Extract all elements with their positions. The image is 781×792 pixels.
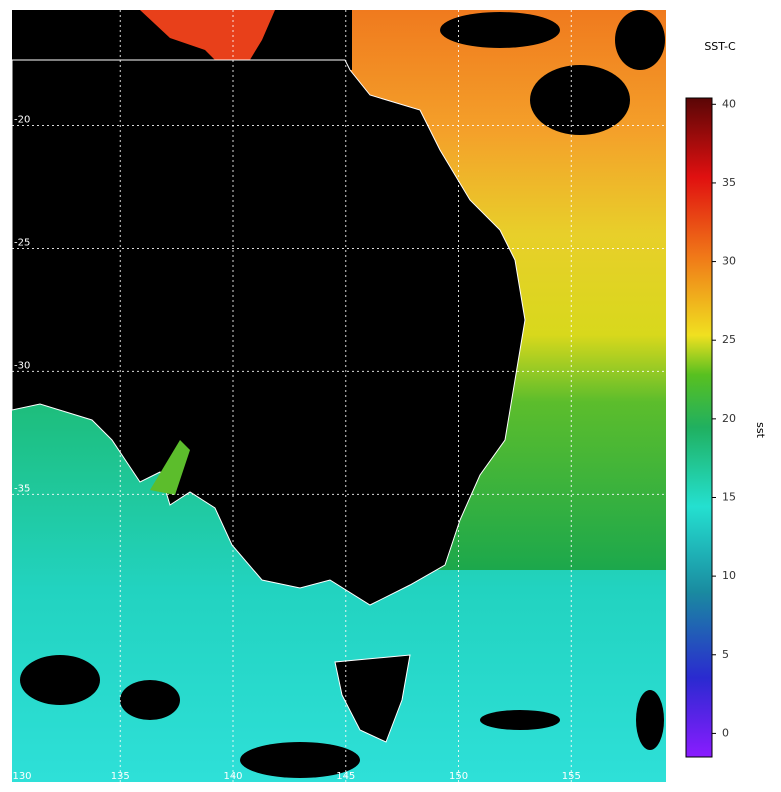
lon-label: 155 xyxy=(562,771,581,782)
lat-label: -35 xyxy=(14,483,30,494)
colorbar-label: sst xyxy=(754,422,767,438)
colorbar-tick-label: 5 xyxy=(722,648,729,661)
lon-label: 135 xyxy=(111,771,130,782)
colorbar-tick-label: 35 xyxy=(722,176,736,189)
colorbar-tick-label: 20 xyxy=(722,412,736,425)
lon-label: 150 xyxy=(449,771,468,782)
colorbar-tick-label: 40 xyxy=(722,97,736,110)
map xyxy=(12,10,666,782)
gulf xyxy=(150,440,190,495)
lon-label: 145 xyxy=(336,771,355,782)
lat-label: -30 xyxy=(14,360,30,371)
colorbar-tick-label: 0 xyxy=(722,726,729,739)
colorbar-tick-label: 25 xyxy=(722,333,736,346)
graticule: -20 -25 -30 -35 130 135 140 145 150 155 xyxy=(12,10,666,782)
colorbar-tick-label: 15 xyxy=(722,490,736,503)
lat-label: -20 xyxy=(14,115,30,126)
australia xyxy=(12,59,526,606)
colorbar-tick-label: 10 xyxy=(722,569,736,582)
colorbar xyxy=(685,97,713,758)
lon-label: 140 xyxy=(223,771,242,782)
clouds xyxy=(20,10,665,778)
lon-label: 130 xyxy=(12,771,31,782)
tasmania xyxy=(334,654,411,743)
title: SST-C xyxy=(704,40,736,53)
colorbar-tick-label: 30 xyxy=(722,255,736,268)
sea-north xyxy=(140,10,275,70)
lat-label: -25 xyxy=(14,237,30,248)
